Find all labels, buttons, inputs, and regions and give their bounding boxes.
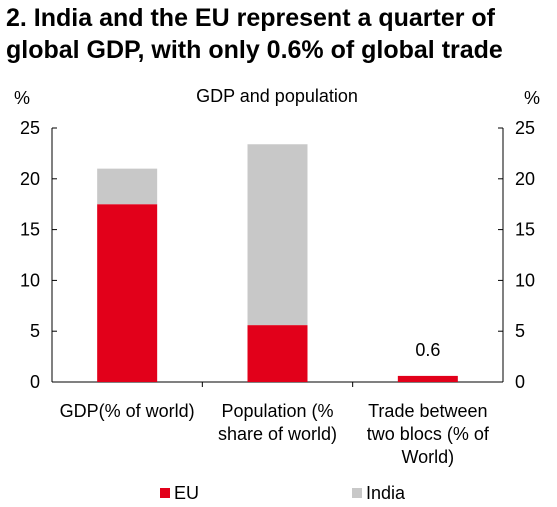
chart-subtitle: GDP and population — [196, 86, 358, 106]
bar-eu-3 — [397, 375, 458, 382]
y-tick-label-right: 20 — [515, 169, 535, 189]
bar-eu-2 — [247, 325, 308, 382]
y-tick-label-right: 10 — [515, 270, 535, 290]
x-tick-label: share of world) — [218, 424, 337, 444]
x-tick-label: Population (% — [221, 401, 333, 421]
y-tick-label-right: 5 — [515, 321, 525, 341]
chart-title: 2. India and the EU represent a quarter … — [6, 4, 503, 64]
y-tick-label-left: 0 — [30, 372, 40, 392]
y-axis-right-label: % — [524, 88, 540, 108]
bar-india-2 — [247, 144, 308, 326]
legend-swatch-india — [352, 488, 362, 498]
y-tick-label-right: 25 — [515, 118, 535, 138]
y-axis-left-label: % — [14, 88, 30, 108]
x-tick-label: World) — [401, 447, 454, 467]
x-tick-label: two blocs (% of — [367, 424, 490, 444]
y-tick-label-left: 5 — [30, 321, 40, 341]
legend-swatch-eu — [160, 488, 170, 498]
bar-india-1 — [97, 168, 158, 205]
x-tick-label: GDP(% of world) — [60, 401, 195, 421]
x-tick-label: Trade between — [368, 401, 487, 421]
legend-label-eu: EU — [174, 483, 199, 503]
bar-eu-1 — [97, 204, 158, 382]
y-tick-label-right: 15 — [515, 220, 535, 240]
y-tick-label-right: 0 — [515, 372, 525, 392]
y-tick-label-left: 15 — [20, 220, 40, 240]
y-tick-label-left: 20 — [20, 169, 40, 189]
data-label: 0.6 — [415, 340, 440, 360]
y-tick-label-left: 25 — [20, 118, 40, 138]
legend-label-india: India — [366, 483, 406, 503]
y-tick-label-left: 10 — [20, 270, 40, 290]
